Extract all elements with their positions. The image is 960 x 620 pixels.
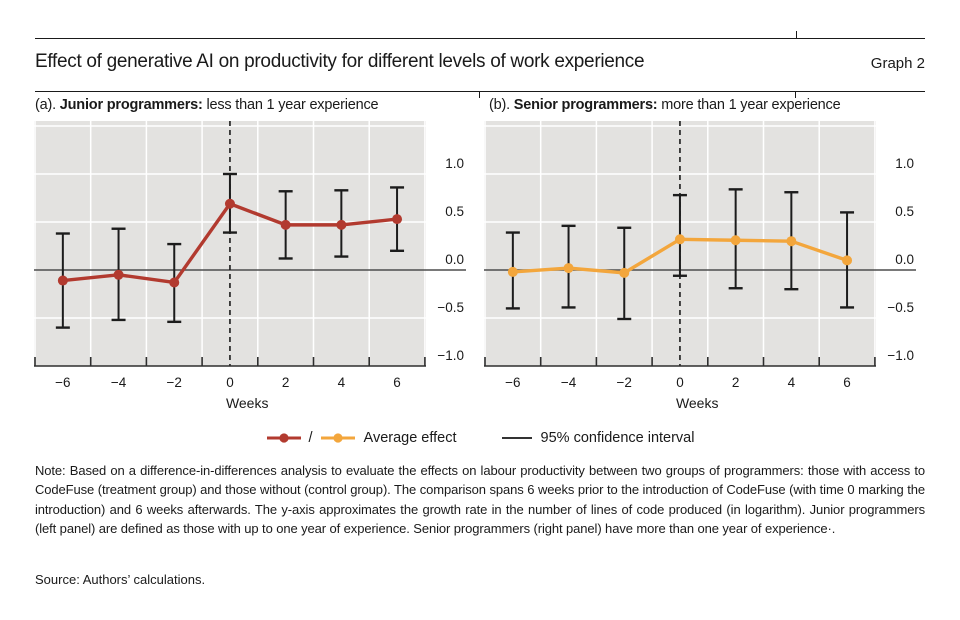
panel-a-prefix: (a). xyxy=(35,97,60,113)
x-tick-label: 2 xyxy=(282,375,290,390)
y-tick-label: 0.0 xyxy=(445,252,464,267)
y-tick-label: −1.0 xyxy=(437,348,464,363)
data-point xyxy=(563,263,574,274)
top-rule xyxy=(35,38,925,40)
y-tick-label: 0.5 xyxy=(895,204,914,219)
data-point xyxy=(507,266,518,277)
data-point xyxy=(224,198,235,209)
data-point xyxy=(786,236,797,247)
x-tick-label: 0 xyxy=(226,375,234,390)
panel-b-name: Senior programmers: xyxy=(513,97,658,113)
data-point xyxy=(392,214,403,225)
y-tick-label: 0.5 xyxy=(445,204,464,219)
y-tick-label: 1.0 xyxy=(445,156,464,171)
x-tick-label: 4 xyxy=(338,375,346,390)
legend-ci-label: 95% confidence interval xyxy=(540,430,695,446)
panel-a-title: (a). Junior programmers: less than 1 yea… xyxy=(35,97,379,113)
data-point xyxy=(113,269,124,280)
header-bottom-rule xyxy=(35,91,925,93)
senior-series-marker-icon xyxy=(320,433,355,443)
y-tick-label: 1.0 xyxy=(895,156,914,171)
y-tick-label: 0.0 xyxy=(895,252,914,267)
y-tick-label: −1.0 xyxy=(887,348,914,363)
panel-b-title: (b). Senior programmers: more than 1 yea… xyxy=(489,97,841,113)
x-tick-label: 2 xyxy=(732,375,740,390)
chart-legend: / Average effect 95% confidence interval xyxy=(0,430,960,446)
data-point xyxy=(674,234,685,245)
x-axis-title: Weeks xyxy=(676,395,719,411)
senior-programmers-chart: 1.0 0.5 0.0 −0.5 −1.0 −6 −4 −2 0 2 4 6 Weeks xyxy=(484,121,916,411)
panel-a-desc: less than 1 year experience xyxy=(202,97,379,113)
x-tick-label: 0 xyxy=(676,375,684,390)
figure-source: Source: Authors’ calculations. xyxy=(35,572,206,587)
junior-programmers-chart: 1.0 0.5 0.0 −0.5 −1.0 −6 −4 −2 0 2 4 6 Weeks xyxy=(34,121,466,411)
panel-b-desc: more than 1 year experience xyxy=(657,97,841,113)
data-point xyxy=(169,277,180,288)
data-point xyxy=(730,235,741,246)
x-tick-label: −2 xyxy=(167,375,182,390)
x-tick-label: −4 xyxy=(561,375,577,390)
top-rule-tick xyxy=(796,31,798,38)
x-tick-label: −4 xyxy=(111,375,127,390)
header-rule-tick-center xyxy=(479,92,481,98)
x-tick-label: 4 xyxy=(788,375,796,390)
data-point xyxy=(280,219,291,230)
graph-number-label: Graph 2 xyxy=(870,55,925,72)
x-tick-label: −6 xyxy=(55,375,70,390)
data-point xyxy=(842,255,853,266)
data-point xyxy=(336,219,347,230)
data-point xyxy=(57,275,68,286)
panel-b-prefix: (b). xyxy=(489,97,514,113)
graph-title: Effect of generative AI on productivity … xyxy=(35,51,645,72)
confidence-interval-marker-icon xyxy=(501,437,532,439)
legend-average-effect-label: Average effect xyxy=(363,430,457,446)
figure-note: Note: Based on a difference-in-differenc… xyxy=(35,463,925,536)
x-tick-label: −6 xyxy=(505,375,520,390)
legend-separator: / xyxy=(308,430,313,446)
y-tick-label: −0.5 xyxy=(437,300,464,315)
y-tick-label: −0.5 xyxy=(887,300,914,315)
x-tick-label: 6 xyxy=(393,375,401,390)
x-tick-label: −2 xyxy=(617,375,632,390)
junior-series-marker-icon xyxy=(266,433,301,443)
panel-a-name: Junior programmers: xyxy=(59,97,203,113)
x-axis-title: Weeks xyxy=(226,395,269,411)
data-point xyxy=(619,267,630,278)
x-tick-label: 6 xyxy=(843,375,851,390)
header-rule-tick-right xyxy=(795,92,797,98)
